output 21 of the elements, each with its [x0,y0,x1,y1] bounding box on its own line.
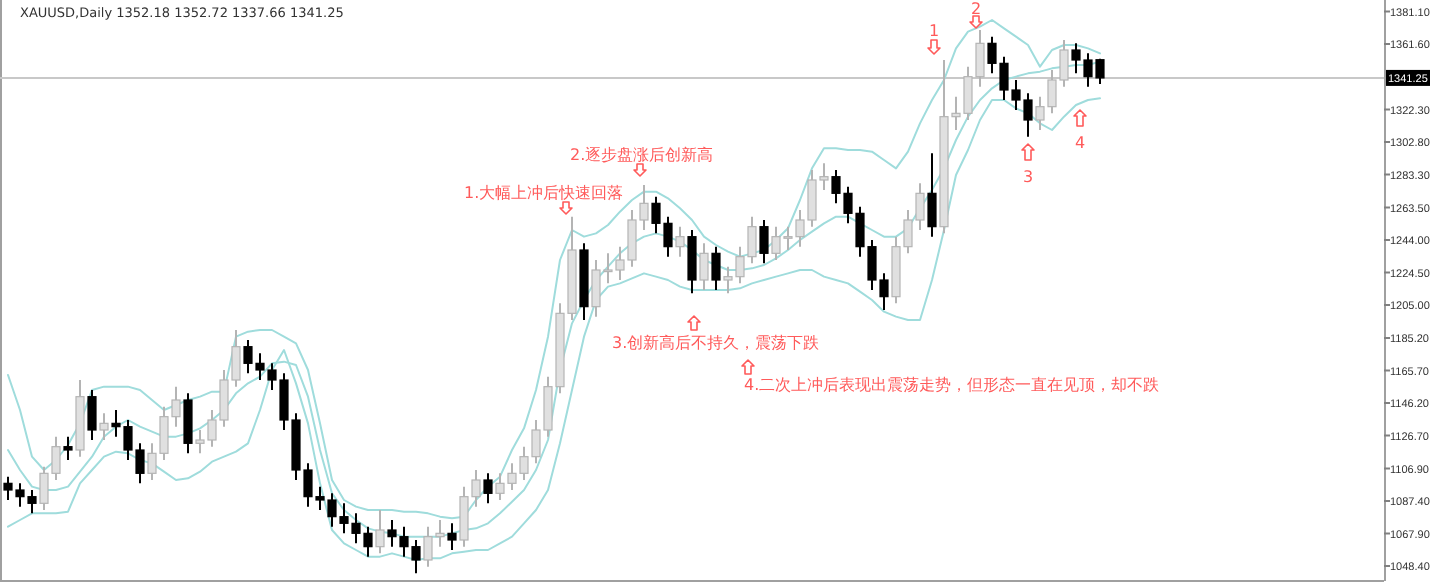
candlestick [99,412,109,441]
candlestick [927,152,937,238]
candlestick [675,225,685,258]
annotation: 2 [970,0,982,18]
candlestick [87,389,97,441]
annotation: 1.大幅上冲后快速回落 [464,184,624,202]
candlestick [699,242,709,291]
annotation: 4 [1074,134,1086,152]
annotation: 1 [928,22,940,40]
candlestick [375,509,385,555]
candlestick [711,245,721,291]
candlestick [483,472,493,505]
candlestick [183,392,193,455]
annotation: 3 [1022,168,1034,186]
annotation: 2.逐步盘涨后创新高 [570,146,714,164]
annotation: 4.二次上冲后表现出震荡走势，但形态一直在见顶，却不跌 [744,376,1160,394]
candlestick [63,435,73,461]
candlestick [687,229,697,295]
candlestick [447,522,457,551]
annotation: 3.创新高后不持久，震荡下跌 [612,334,820,352]
candlestick [759,219,769,265]
